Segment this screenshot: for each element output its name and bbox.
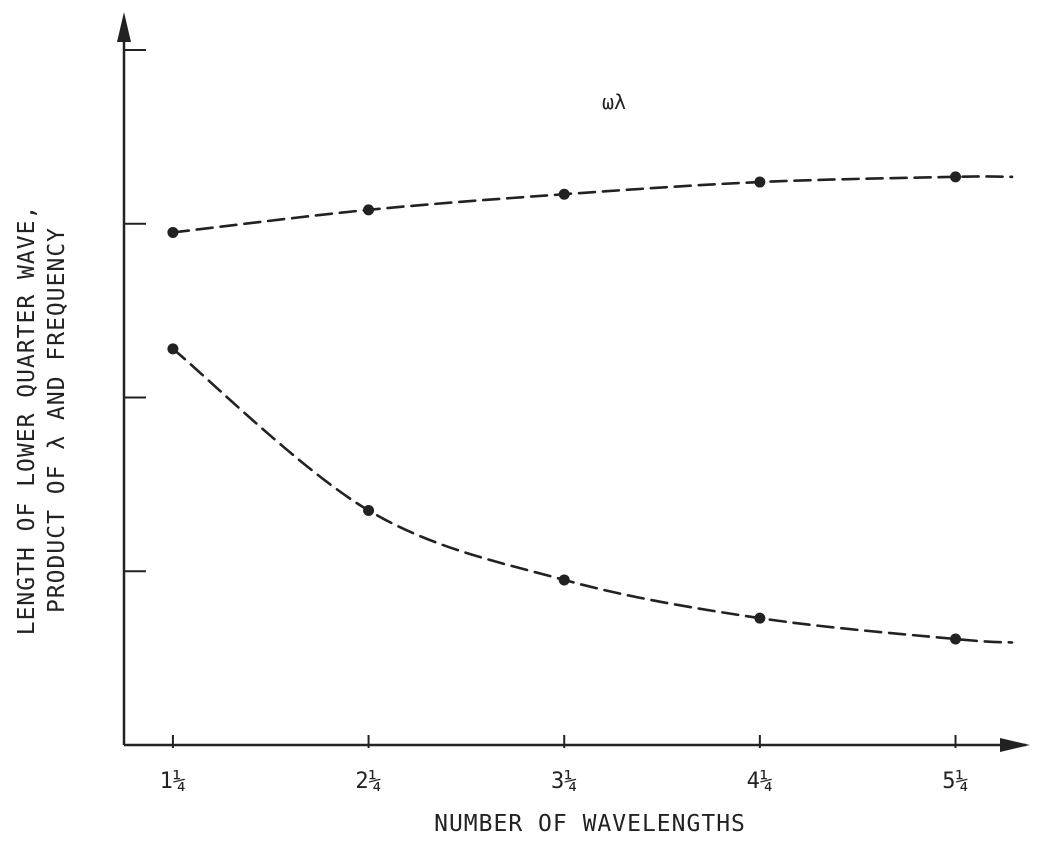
- series-lines: [171, 175, 1014, 644]
- axes: [117, 12, 1030, 752]
- series-2-point: [558, 574, 570, 586]
- y-ticks: [124, 49, 146, 573]
- x-axis-label: NUMBER OF WAVELENGTHS: [434, 811, 746, 837]
- x-ticks: 1¼ 2¼ 3¼ 4¼ 5¼: [160, 735, 969, 794]
- series-1-point: [167, 226, 179, 238]
- series-1-point: [950, 171, 962, 183]
- x-tick-label: 1¼: [160, 769, 187, 794]
- series-2-point: [950, 633, 962, 645]
- x-tick-label: 2¼: [355, 769, 382, 794]
- series-label-omega-lambda: ωλ: [602, 90, 626, 114]
- series-1-point: [558, 188, 570, 200]
- x-axis-arrow: [1000, 738, 1030, 752]
- series-2-point: [363, 504, 375, 516]
- series-2-point: [754, 612, 766, 624]
- series-2-point: [167, 343, 179, 355]
- x-tick-label: 3¼: [551, 769, 578, 794]
- x-tick-label: 5¼: [942, 769, 969, 794]
- series-line-2: [171, 347, 1014, 644]
- y-axis-arrow: [117, 12, 131, 42]
- series-1-point: [754, 176, 766, 188]
- y-axis-label-line-1: LENGTH OF LOWER QUARTER WAVE,: [14, 205, 40, 636]
- y-axis-label: LENGTH OF LOWER QUARTER WAVE, PRODUCT OF…: [14, 205, 70, 636]
- series-line-1: [171, 175, 1014, 234]
- series-1-point: [363, 204, 375, 216]
- y-axis-label-line-2: PRODUCT OF λ AND FREQUENCY: [44, 227, 70, 613]
- x-tick-label: 4¼: [747, 769, 774, 794]
- data-points: [167, 171, 962, 645]
